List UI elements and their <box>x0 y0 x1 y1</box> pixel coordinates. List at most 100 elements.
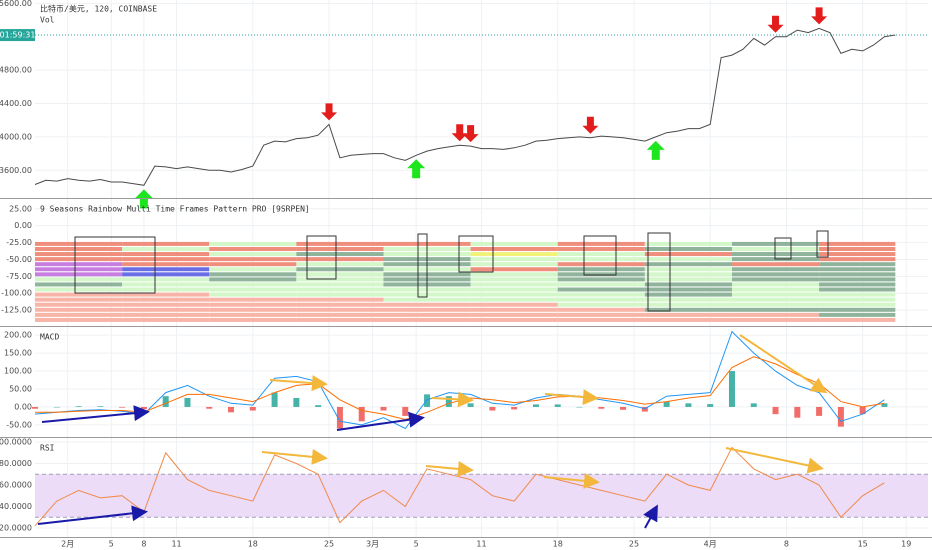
y-tick-label: -50.00 <box>6 255 32 264</box>
pattern-segment <box>35 277 123 282</box>
pattern-segment <box>557 312 645 317</box>
pattern-segment <box>296 297 384 302</box>
pattern-segment <box>644 282 732 287</box>
pattern-segment <box>209 267 297 272</box>
arrow <box>725 447 824 474</box>
pattern-segment <box>819 241 896 246</box>
histogram-bar <box>293 397 300 407</box>
histogram-bar <box>772 406 779 415</box>
pattern-segment <box>383 307 471 312</box>
pattern-segment <box>296 241 384 246</box>
pattern-segment <box>122 277 210 282</box>
x-tick-label: 5 <box>414 540 419 549</box>
x-tick-label: 18 <box>553 540 563 549</box>
histogram-bar <box>162 396 169 407</box>
y-tick-label: 4800.00 <box>0 66 32 75</box>
pattern-segment <box>122 262 210 267</box>
y-tick-label: -25.00 <box>6 238 32 247</box>
pattern-segment <box>644 277 732 282</box>
pattern-segment <box>35 241 123 246</box>
pattern-segment <box>122 292 210 297</box>
pattern-segment <box>122 241 210 246</box>
pattern-segment <box>470 287 558 292</box>
pattern-segment <box>470 277 558 282</box>
marks <box>0 7 928 527</box>
pattern-segment <box>644 246 732 251</box>
pattern-segment <box>296 257 384 262</box>
pattern-segment <box>35 302 123 307</box>
pattern-segment <box>819 317 896 322</box>
up-arrow <box>407 159 426 179</box>
pattern-segment <box>644 307 732 312</box>
pattern-segment <box>731 302 820 307</box>
histogram-bar <box>53 406 60 408</box>
price-line <box>34 446 885 527</box>
pattern-box <box>417 233 428 298</box>
pattern-segment <box>819 257 896 262</box>
pattern-segment <box>470 302 558 307</box>
pattern-segment <box>470 282 558 287</box>
y-tick-label: 80.0000 <box>0 459 32 468</box>
pattern-segment <box>557 307 645 312</box>
histogram-bar <box>750 403 757 407</box>
x-tick-label: 5 <box>109 540 114 549</box>
arrow <box>431 391 474 408</box>
pattern-segment <box>122 287 210 292</box>
pattern-segment <box>209 262 297 267</box>
histogram-bar <box>119 406 126 408</box>
pattern-segment <box>209 272 297 277</box>
pattern-segment <box>470 292 558 297</box>
pattern-segment <box>35 317 123 322</box>
histogram-bar <box>554 404 561 407</box>
arrow <box>739 334 828 394</box>
pattern-segment <box>470 241 558 246</box>
pattern-segment <box>731 262 820 267</box>
pattern-segment <box>35 272 123 277</box>
histogram-bar <box>620 406 627 410</box>
pattern-segment <box>470 257 558 262</box>
divergence-lines <box>37 334 828 529</box>
pattern-segment <box>557 267 645 272</box>
pattern-segment <box>819 272 896 277</box>
last-price-label: 01:59:31 <box>0 31 35 40</box>
pattern-segment <box>122 246 210 251</box>
pattern-segment <box>35 307 123 312</box>
histogram-bar <box>532 404 539 407</box>
y-tick-label: 5600.00 <box>0 0 32 8</box>
series-line <box>35 356 885 421</box>
x-tick-label: 2月 <box>61 540 74 549</box>
pattern-segment <box>209 287 297 292</box>
pattern-segment <box>644 252 732 257</box>
pattern-segment <box>557 246 645 251</box>
histogram-bar <box>206 406 213 409</box>
pattern-segment <box>731 297 820 302</box>
pattern-segment <box>470 267 558 272</box>
up-arrow <box>646 140 665 160</box>
pattern-segment <box>644 292 732 297</box>
pattern-segment <box>35 292 123 297</box>
pattern-segment <box>731 312 820 317</box>
pattern-segment <box>557 287 645 292</box>
pattern-segment <box>731 282 820 287</box>
arrow <box>643 504 658 529</box>
arrow <box>336 411 425 431</box>
pattern-segment <box>819 277 896 282</box>
pane-title: 比特币/美元, 120, COINBASE <box>40 4 157 14</box>
down-arrow <box>767 15 784 33</box>
pattern-box <box>583 235 617 276</box>
pattern-segment <box>209 282 297 287</box>
pattern-segment <box>296 262 384 267</box>
y-tick-label: -100.00 <box>1 289 32 298</box>
y-tick-label: 40.0000 <box>0 502 32 511</box>
histogram-bar <box>576 406 583 408</box>
pattern-segment <box>644 267 732 272</box>
pattern-segment <box>470 246 558 251</box>
pattern-segment <box>383 312 471 317</box>
pattern-segment <box>296 307 384 312</box>
pattern-segment <box>209 317 297 322</box>
pattern-segment <box>209 257 297 262</box>
pattern-segment <box>35 252 123 257</box>
histogram-bar <box>32 406 38 409</box>
pattern-segment <box>819 302 896 307</box>
histogram-bar <box>685 403 692 407</box>
